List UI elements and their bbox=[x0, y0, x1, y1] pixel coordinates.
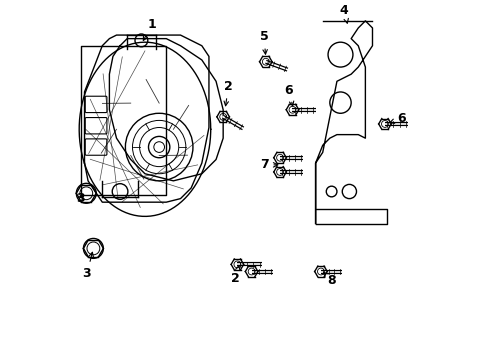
Text: 6: 6 bbox=[389, 112, 405, 125]
Text: 4: 4 bbox=[339, 4, 348, 23]
FancyBboxPatch shape bbox=[85, 139, 107, 155]
FancyBboxPatch shape bbox=[85, 96, 107, 113]
Text: 1: 1 bbox=[143, 18, 156, 40]
Text: 2: 2 bbox=[231, 266, 240, 285]
Text: 6: 6 bbox=[284, 84, 293, 106]
Text: 5: 5 bbox=[259, 30, 268, 54]
FancyBboxPatch shape bbox=[85, 118, 107, 134]
Text: 2: 2 bbox=[224, 80, 232, 106]
Text: 3: 3 bbox=[76, 192, 84, 205]
Text: 7: 7 bbox=[259, 158, 277, 171]
Text: 3: 3 bbox=[82, 252, 93, 280]
Text: 8: 8 bbox=[323, 273, 335, 287]
